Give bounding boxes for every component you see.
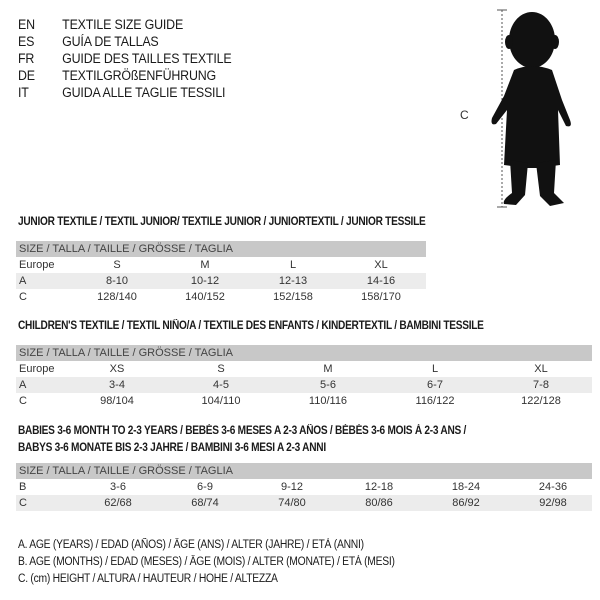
table-row: C 128/140 140/152 152/158 158/170	[16, 289, 426, 305]
children-size-table: SIZE / TALLA / TAILLE / GRÖSSE / TAGLIA …	[16, 345, 592, 409]
title-en: EN TEXTILE SIZE GUIDE	[18, 16, 183, 33]
junior-size-table: SIZE / TALLA / TAILLE / GRÖSSE / TAGLIA …	[16, 241, 426, 305]
row-label: A	[19, 275, 27, 287]
cell: 6-9	[197, 481, 213, 493]
cell: 3-6	[110, 481, 126, 493]
legend-note-b: B. AGE (MONTHS) / EDAD (MESES) / ÂGE (MO…	[18, 556, 395, 568]
cell: 10-12	[190, 275, 220, 287]
lang-code: EN	[18, 17, 35, 32]
title-it: IT GUIDA ALLE TAGLIE TESSILI	[18, 84, 226, 101]
row-label: Europe	[19, 363, 55, 375]
row-label: C	[19, 291, 27, 303]
cell: 152/158	[273, 291, 313, 303]
title-text: TEXTILE SIZE GUIDE	[62, 17, 184, 32]
table-row: C 98/104 104/110 110/116 116/122 122/128	[16, 393, 592, 409]
title-text: TEXTILGRÖßENFÜHRUNG	[62, 68, 217, 83]
cell: 92/98	[539, 497, 567, 509]
legend-note-a: A. AGE (YEARS) / EDAD (AÑOS) / ÂGE (ANS)…	[18, 539, 364, 551]
table-header: SIZE / TALLA / TAILLE / GRÖSSE / TAGLIA	[16, 241, 426, 257]
cell: 122/128	[521, 395, 561, 407]
table-row: Europe XS S M L XL	[16, 361, 592, 377]
title-fr: FR GUIDE DES TAILLES TEXTILE	[18, 50, 232, 67]
cell: 14-16	[366, 275, 396, 287]
babies-size-table: SIZE / TALLA / TAILLE / GRÖSSE / TAGLIA …	[16, 463, 592, 511]
row-label: A	[19, 379, 27, 391]
cell: 110/116	[308, 395, 348, 407]
lang-code: IT	[18, 85, 29, 100]
lang-code: DE	[18, 68, 35, 83]
cell: 8-10	[105, 275, 129, 287]
table-header: SIZE / TALLA / TAILLE / GRÖSSE / TAGLIA	[16, 463, 592, 479]
table-row: C 62/68 68/74 74/80 80/86 86/92 92/98	[16, 495, 592, 511]
cell: 12-18	[364, 481, 394, 493]
cell: M	[323, 363, 333, 375]
title-de: DE TEXTILGRÖßENFÜHRUNG	[18, 67, 216, 84]
cell: 116/122	[415, 395, 455, 407]
cell: S	[113, 259, 121, 271]
child-silhouette-icon	[491, 9, 571, 208]
cell: 98/104	[100, 395, 134, 407]
cell: 24-36	[538, 481, 568, 493]
cell: M	[200, 259, 210, 271]
cell: 68/74	[191, 497, 219, 509]
row-label: B	[19, 481, 27, 493]
row-label: C	[19, 395, 27, 407]
cell: 7-8	[533, 379, 549, 391]
cell: 80/86	[365, 497, 393, 509]
children-section-title: CHILDREN'S TEXTILE / TEXTIL NIÑO/A / TEX…	[18, 320, 484, 332]
cell: 104/110	[201, 395, 241, 407]
cell: 140/152	[185, 291, 225, 303]
cell: 158/170	[361, 291, 401, 303]
table-header: SIZE / TALLA / TAILLE / GRÖSSE / TAGLIA	[16, 345, 592, 361]
table-row: A 3-4 4-5 5-6 6-7 7-8	[16, 377, 592, 393]
cell: 12-13	[278, 275, 308, 287]
cell: XS	[109, 363, 125, 375]
cell: 62/68	[104, 497, 132, 509]
lang-code: FR	[18, 51, 35, 66]
cell: 18-24	[451, 481, 481, 493]
title-text: GUIDA ALLE TAGLIE TESSILI	[62, 85, 226, 100]
cell: L	[431, 363, 439, 375]
title-text: GUÍA DE TALLAS	[62, 34, 159, 49]
table-row: A 8-10 10-12 12-13 14-16	[16, 273, 426, 289]
babies-section-title-2: BABYS 3-6 MONATE BIS 2-3 JAHRE / BAMBINI…	[18, 442, 326, 454]
cell: 128/140	[97, 291, 137, 303]
cell: XL	[374, 259, 388, 271]
babies-section-title-1: BABIES 3-6 MONTH TO 2-3 YEARS / BEBÉS 3-…	[18, 425, 467, 437]
cell: 4-5	[213, 379, 229, 391]
junior-section-title: JUNIOR TEXTILE / TEXTIL JUNIOR/ TEXTILE …	[18, 216, 426, 228]
cell: L	[289, 259, 297, 271]
cell: 86/92	[452, 497, 480, 509]
title-text: GUIDE DES TAILLES TEXTILE	[62, 51, 232, 66]
height-label: C	[460, 108, 469, 122]
lang-code: ES	[18, 34, 35, 49]
row-label: C	[19, 497, 27, 509]
cell: 6-7	[427, 379, 443, 391]
cell: XL	[534, 363, 548, 375]
cell: 3-4	[109, 379, 125, 391]
cell: 74/80	[278, 497, 306, 509]
row-label: Europe	[19, 259, 55, 271]
cell: 5-6	[320, 379, 336, 391]
table-row: Europe S M L XL	[16, 257, 426, 273]
title-es: ES GUÍA DE TALLAS	[18, 33, 159, 50]
legend-note-c: C. (cm) HEIGHT / ALTURA / HAUTEUR / HÖHE…	[18, 573, 278, 585]
cell: 9-12	[280, 481, 304, 493]
table-row: B 3-6 6-9 9-12 12-18 18-24 24-36	[16, 479, 592, 495]
cell: S	[217, 363, 225, 375]
